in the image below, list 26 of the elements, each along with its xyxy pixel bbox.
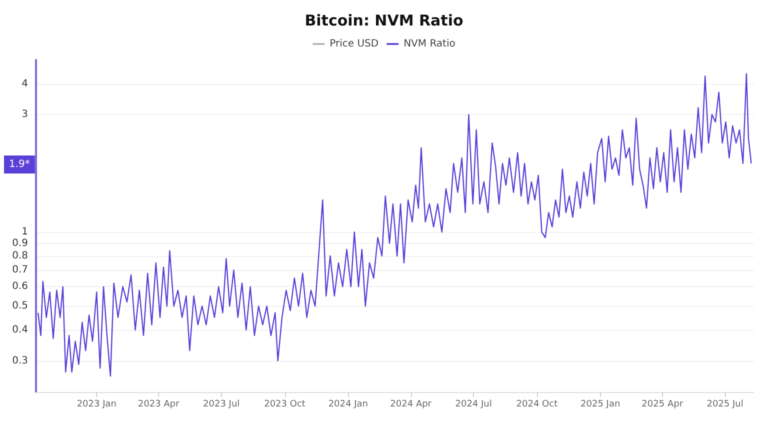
legend-label: NVM Ratio (404, 38, 456, 50)
y-tick-label: 0.4 (12, 324, 28, 336)
y-tick-label: 0.6 (12, 281, 28, 292)
line-series (37, 73, 752, 377)
x-tick-label: 2023 Jan (76, 400, 116, 410)
x-tick-label: 2023 Apr (138, 400, 180, 410)
y-tick-label: 4 (22, 78, 28, 90)
y-tick-label: 0.9 (12, 238, 28, 249)
x-tick-label: 2025 Jan (580, 400, 620, 410)
x-tick-label: 2023 Jul (203, 400, 240, 410)
x-tick-label: 2024 Oct (516, 400, 558, 410)
y-tick-label: 0.7 (12, 264, 28, 276)
x-tick-label: 2024 Jul (455, 400, 492, 410)
legend-label: Price USD (330, 38, 379, 50)
chart-title: Bitcoin: NVM Ratio (304, 12, 464, 30)
x-tick-label: 2025 Apr (642, 400, 684, 410)
x-tick-label: 2025 Jul (706, 400, 744, 410)
x-tick-label: 2024 Jan (328, 400, 368, 410)
annotation: 1.9* (9, 158, 30, 170)
y-tick-label: 3 (22, 109, 28, 120)
y-tick-label: 0.3 (12, 355, 28, 366)
x-tick-label: 2023 Oct (264, 400, 306, 410)
y-tick-label: 0.8 (12, 250, 28, 262)
x-tick-label: 2024 Apr (390, 400, 432, 410)
y-tick-label: 0.5 (12, 300, 28, 312)
y-tick-label: 1 (22, 226, 28, 238)
